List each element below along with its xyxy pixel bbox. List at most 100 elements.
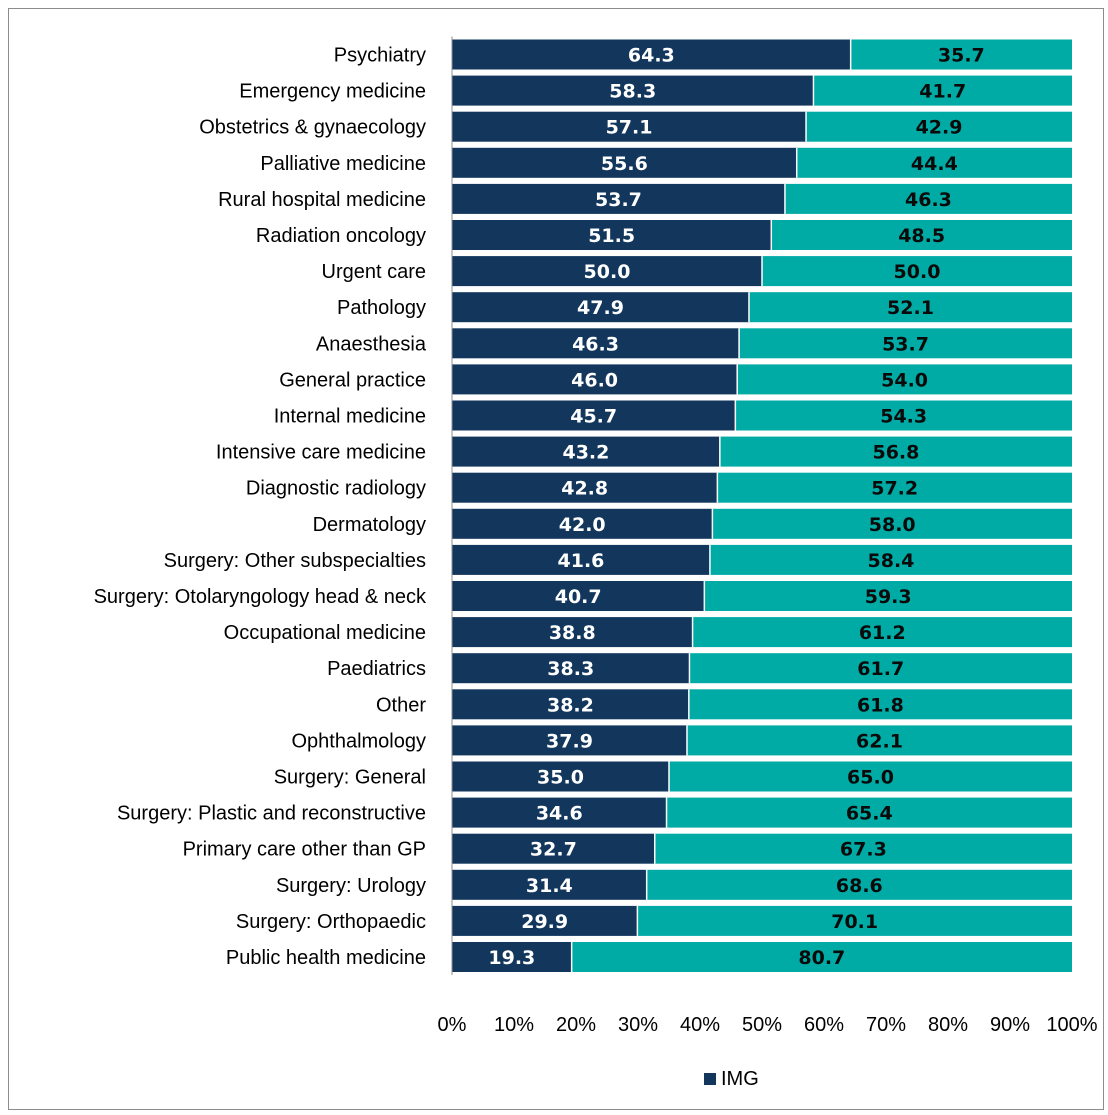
data-label-img-13: 42.0: [559, 514, 606, 536]
data-label-img-14: 41.6: [558, 550, 605, 572]
bar-other-13: [712, 508, 1072, 539]
data-label-other-20: 65.0: [847, 767, 894, 789]
data-label-other-22: 67.3: [840, 839, 887, 861]
bar-other-1: [813, 75, 1072, 106]
bar-other-3: [796, 147, 1072, 178]
data-label-img-1: 58.3: [609, 81, 656, 103]
data-label-other-6: 50.0: [894, 261, 941, 283]
category-label-9: General practice: [279, 369, 426, 391]
bar-img-7: [452, 292, 749, 323]
x-tick-label-10: 100%: [1046, 1014, 1097, 1036]
data-label-other-11: 56.8: [872, 442, 919, 464]
data-label-img-11: 43.2: [562, 442, 609, 464]
category-label-22: Primary care other than GP: [183, 839, 426, 861]
category-label-7: Pathology: [337, 297, 426, 319]
data-label-img-16: 38.8: [549, 622, 596, 644]
data-label-img-25: 19.3: [488, 947, 535, 969]
category-label-0: Psychiatry: [334, 45, 426, 67]
bars-layer: 64.3 35.7 58.3 41.7 57.1 42.9 55.6 44.4 53.7 46.3…: [452, 39, 1072, 972]
bar-img-18: [452, 689, 689, 720]
x-tick-label-5: 50%: [742, 1014, 782, 1036]
bar-other-20: [669, 761, 1072, 792]
data-label-img-12: 42.8: [561, 478, 608, 500]
category-label-20: Surgery: General: [274, 767, 426, 789]
category-label-2: Obstetrics & gynaecology: [199, 117, 426, 139]
data-label-img-8: 46.3: [572, 333, 619, 355]
category-label-18: Other: [376, 694, 426, 716]
data-label-other-21: 65.4: [846, 803, 893, 825]
data-label-other-10: 54.3: [880, 406, 927, 428]
category-label-1: Emergency medicine: [239, 81, 426, 103]
data-label-img-5: 51.5: [588, 225, 635, 247]
data-label-other-24: 70.1: [831, 911, 878, 933]
data-label-other-13: 58.0: [869, 514, 916, 536]
bar-other-7: [748, 292, 1072, 323]
x-tick-label-0: 0%: [438, 1014, 467, 1036]
category-label-17: Paediatrics: [327, 658, 426, 680]
bar-other-2: [806, 111, 1072, 142]
bar-img-15: [452, 581, 705, 611]
data-label-other-5: 48.5: [898, 225, 945, 247]
data-label-img-19: 37.9: [546, 730, 593, 752]
bar-other-21: [666, 797, 1072, 828]
bar-img-6: [452, 256, 762, 287]
data-label-img-24: 29.9: [521, 911, 568, 933]
data-label-other-4: 46.3: [905, 189, 952, 211]
category-label-6: Urgent care: [322, 261, 427, 283]
bar-other-0: [850, 39, 1072, 70]
x-tick-label-6: 60%: [804, 1014, 844, 1036]
category-label-12: Diagnostic radiology: [246, 478, 426, 500]
category-label-4: Rural hospital medicine: [218, 189, 426, 211]
data-label-img-10: 45.7: [570, 406, 617, 428]
x-tick-label-7: 70%: [866, 1014, 906, 1036]
bar-img-3: [452, 147, 797, 178]
data-label-other-14: 58.4: [868, 550, 915, 572]
bar-img-13: [452, 508, 713, 539]
category-label-19: Ophthalmology: [291, 730, 426, 752]
data-label-other-25: 80.7: [798, 947, 845, 969]
bar-img-23: [452, 869, 647, 900]
bar-img-24: [452, 905, 638, 936]
bar-other-17: [689, 653, 1072, 684]
x-tick-label-3: 30%: [618, 1014, 658, 1036]
data-label-img-3: 55.6: [601, 153, 648, 175]
legend-label-img: IMG: [721, 1068, 759, 1090]
bar-other-24: [637, 905, 1072, 936]
bar-img-20: [452, 761, 669, 792]
bar-other-12: [717, 472, 1072, 503]
bar-other-4: [784, 183, 1072, 214]
x-tick-label-2: 20%: [556, 1014, 596, 1036]
data-label-img-7: 47.9: [577, 297, 624, 319]
bar-other-10: [735, 400, 1072, 431]
data-label-other-0: 35.7: [938, 45, 985, 67]
category-label-24: Surgery: Orthopaedic: [236, 911, 426, 933]
bar-img-22: [452, 833, 655, 864]
data-label-img-20: 35.0: [537, 767, 584, 789]
data-label-img-0: 64.3: [628, 45, 675, 67]
category-label-14: Surgery: Other subspecialties: [164, 550, 426, 572]
x-axis-ticks: 0% 10% 20% 30% 40% 50% 60% 70% 80% 90% 100%: [438, 36, 1098, 1036]
bar-other-5: [771, 220, 1072, 250]
bar-img-25: [452, 942, 572, 972]
bar-other-18: [688, 689, 1072, 720]
category-label-8: Anaesthesia: [316, 333, 427, 355]
bar-other-8: [739, 328, 1072, 359]
data-label-other-19: 62.1: [856, 730, 903, 752]
bar-img-10: [452, 400, 736, 431]
category-label-13: Dermatology: [313, 514, 426, 536]
x-tick-label-8: 80%: [928, 1014, 968, 1036]
data-label-other-7: 52.1: [887, 297, 934, 319]
category-label-15: Surgery: Otolaryngology head & neck: [94, 586, 427, 608]
data-label-img-23: 31.4: [526, 875, 573, 897]
data-label-other-9: 54.0: [881, 369, 928, 391]
bar-other-16: [692, 617, 1072, 648]
bar-img-21: [452, 797, 667, 828]
category-label-16: Occupational medicine: [224, 622, 426, 644]
bar-other-25: [571, 942, 1072, 972]
data-label-img-21: 34.6: [536, 803, 583, 825]
category-labels: Psychiatry Emergency medicine Obstetrics &…: [94, 45, 427, 970]
data-label-img-9: 46.0: [571, 369, 618, 391]
data-label-img-15: 40.7: [555, 586, 602, 608]
category-label-3: Palliative medicine: [260, 153, 426, 175]
